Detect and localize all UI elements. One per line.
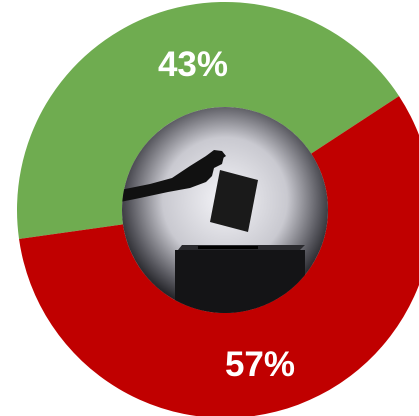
ballot-box-voting-icon	[122, 107, 328, 313]
slice-57	[19, 96, 419, 416]
slice-label-43: 43%	[158, 45, 228, 84]
slices-group	[17, 2, 419, 416]
slice-label-57: 57%	[225, 345, 295, 384]
slice-43	[17, 2, 400, 239]
